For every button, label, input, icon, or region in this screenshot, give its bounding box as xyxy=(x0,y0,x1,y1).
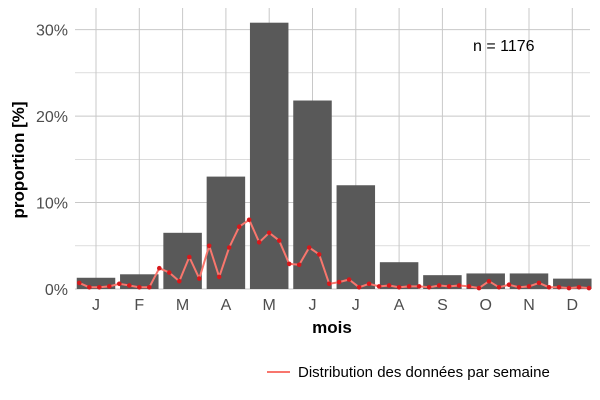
week-point-21 xyxy=(276,238,282,243)
bar-m-5 xyxy=(249,22,289,290)
week-point-26 xyxy=(326,281,332,287)
week-point-5 xyxy=(117,281,122,287)
week-point-43 xyxy=(496,285,502,290)
x-tick-label: J xyxy=(92,297,100,314)
week-point-31 xyxy=(376,284,382,289)
x-tick-label: A xyxy=(394,297,405,314)
week-point-52 xyxy=(586,285,592,291)
x-tick-label: S xyxy=(437,297,448,314)
week-point-3 xyxy=(97,285,102,290)
bar-m-3 xyxy=(163,232,202,289)
week-point-37 xyxy=(436,283,442,288)
week-point-35 xyxy=(416,284,422,289)
week-point-45 xyxy=(516,285,522,290)
y-tick-label: 0% xyxy=(45,282,68,299)
sample-size-annotation: n = 1176 xyxy=(473,38,535,55)
week-point-25 xyxy=(316,252,322,257)
week-point-11 xyxy=(177,278,182,284)
week-point-32 xyxy=(386,283,392,288)
bar-j-7 xyxy=(336,185,376,289)
week-point-4 xyxy=(107,284,112,289)
x-tick-label: D xyxy=(567,297,579,314)
week-point-2 xyxy=(87,285,92,290)
week-point-36 xyxy=(426,285,432,290)
x-tick-label: M xyxy=(263,297,276,314)
x-tick-label: N xyxy=(523,297,535,314)
week-point-24 xyxy=(306,245,312,250)
week-point-27 xyxy=(336,279,342,285)
bar-j-6 xyxy=(293,100,332,289)
week-point-42 xyxy=(486,278,492,284)
week-point-41 xyxy=(476,285,482,291)
week-point-14 xyxy=(206,243,212,249)
week-point-13 xyxy=(197,276,202,281)
week-point-29 xyxy=(356,285,362,290)
bar-d-12 xyxy=(553,278,592,289)
week-point-22 xyxy=(286,261,292,267)
week-point-23 xyxy=(296,262,302,268)
bars xyxy=(76,22,592,290)
week-point-28 xyxy=(346,277,352,282)
x-tick-label: A xyxy=(221,297,232,314)
x-tick-label: O xyxy=(479,297,491,314)
week-point-34 xyxy=(406,284,412,289)
week-point-6 xyxy=(127,283,132,288)
week-point-46 xyxy=(526,284,532,289)
x-tick-label: M xyxy=(176,297,189,314)
week-point-10 xyxy=(167,270,172,275)
week-point-16 xyxy=(226,245,232,250)
x-tick-label: J xyxy=(352,297,360,314)
bar-a-4 xyxy=(206,176,246,289)
y-axis-title: proportion [%] xyxy=(9,101,28,218)
x-tick-label: F xyxy=(134,297,144,314)
x-axis-title: mois xyxy=(312,318,352,337)
weekly-line xyxy=(77,217,592,291)
y-tick-label: 20% xyxy=(36,109,68,126)
week-point-33 xyxy=(396,285,402,290)
week-point-8 xyxy=(147,285,152,290)
week-point-39 xyxy=(456,283,462,288)
y-tick-label: 30% xyxy=(36,23,68,40)
bar-a-8 xyxy=(379,262,419,289)
week-point-49 xyxy=(556,285,562,290)
week-point-19 xyxy=(256,240,262,245)
week-point-15 xyxy=(216,274,222,280)
legend: Distribution des données par semaine xyxy=(267,364,550,381)
week-point-30 xyxy=(366,281,372,287)
y-tick-labels: 0% 10% 20% 30% xyxy=(36,23,68,299)
week-point-48 xyxy=(546,285,552,290)
week-point-20 xyxy=(266,230,272,236)
week-point-12 xyxy=(187,254,192,260)
weekly-series-line xyxy=(78,218,590,290)
x-tick-label: J xyxy=(309,297,317,314)
week-point-38 xyxy=(446,284,452,289)
week-point-44 xyxy=(506,282,512,288)
y-tick-label: 10% xyxy=(36,196,68,213)
week-point-17 xyxy=(236,224,242,229)
week-point-9 xyxy=(157,265,162,271)
week-point-18 xyxy=(246,217,252,223)
week-point-50 xyxy=(566,285,572,291)
week-point-40 xyxy=(466,284,472,289)
week-point-47 xyxy=(536,280,542,286)
week-point-1 xyxy=(77,280,82,286)
week-point-7 xyxy=(137,285,142,290)
bar-j-1 xyxy=(76,277,116,289)
week-point-51 xyxy=(576,285,582,290)
legend-label: Distribution des données par semaine xyxy=(298,364,550,381)
